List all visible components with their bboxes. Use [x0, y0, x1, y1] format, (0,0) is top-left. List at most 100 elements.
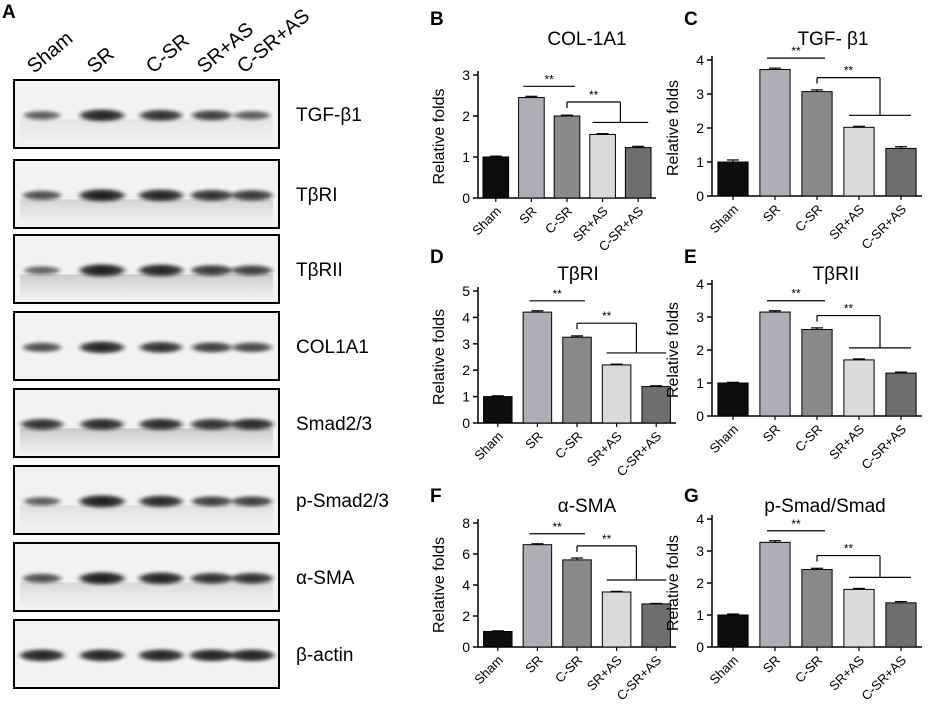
blot-band: [136, 494, 186, 508]
lane-label: SR: [83, 43, 118, 78]
blot-smear: [20, 582, 273, 607]
y-tick-label: 1: [696, 607, 704, 623]
bar: [885, 372, 917, 417]
blot-smear: [20, 119, 273, 144]
bar: [522, 311, 553, 424]
bar: [483, 396, 513, 424]
blot-band: [227, 572, 277, 585]
blot-band: [20, 496, 64, 507]
x-tick-label: SR+AS: [826, 421, 867, 462]
bar: [717, 382, 749, 417]
blot-band: [20, 110, 64, 121]
y-tick-label: 3: [696, 86, 704, 102]
x-tick-label: SR: [522, 653, 545, 676]
panel-letter: G: [684, 486, 699, 507]
x-tick-label: Sham: [471, 653, 506, 688]
blot-band: [136, 341, 186, 354]
blot-band: [76, 571, 128, 586]
blot-row: TβRI: [13, 159, 338, 229]
y-tick-label: 0: [462, 190, 470, 206]
blot-band: [135, 188, 187, 203]
y-tick-label: 4: [462, 309, 470, 325]
bar: [717, 614, 749, 648]
blot-band: [17, 418, 67, 431]
x-tick-label: SR: [760, 422, 783, 445]
significance-label: **: [791, 44, 801, 58]
chart-title: COL-1A1: [547, 29, 626, 50]
bar-chart-c: C TGF- β1 Relative folds 0 1 2 3 4 Sham SR C-SR SR+…: [665, 9, 922, 252]
blot-row-label: TβRII: [296, 260, 343, 281]
y-axis-label: Relative folds: [665, 535, 682, 631]
blot-band: [19, 189, 65, 201]
bar: [562, 559, 592, 648]
blot-band: [76, 340, 128, 355]
blot-band: [229, 341, 275, 354]
blot-band: [187, 418, 237, 431]
y-tick-label: 0: [696, 408, 704, 424]
blot-row-label: p-Smad2/3: [296, 491, 389, 512]
y-axis-label: Relative folds: [431, 537, 448, 633]
blot-band: [228, 495, 276, 508]
bar: [483, 631, 513, 648]
x-tick-label: Sham: [706, 202, 741, 237]
bar: [843, 359, 875, 417]
blot-band: [187, 189, 237, 202]
blot-smear: [20, 505, 273, 530]
blot-band: [188, 341, 236, 354]
significance-label: **: [844, 64, 854, 78]
y-axis-label: Relative folds: [665, 80, 682, 176]
significance-label: **: [791, 517, 801, 531]
blot-band: [21, 265, 63, 276]
significance-label: **: [553, 287, 563, 301]
blot-row-label: β-actin: [296, 645, 353, 666]
y-tick-label: 3: [696, 309, 704, 325]
blot-band: [76, 494, 128, 509]
x-tick-label: Sham: [706, 422, 741, 457]
bar: [553, 115, 581, 199]
significance-label: **: [589, 88, 599, 102]
blot-band: [227, 417, 277, 431]
bar: [843, 126, 875, 197]
blot-smear: [20, 199, 273, 224]
bar: [589, 133, 616, 199]
bar: [759, 69, 791, 197]
bar: [717, 161, 749, 197]
y-tick-label: 6: [462, 546, 470, 562]
y-tick-label: 0: [696, 188, 704, 204]
x-tick-label: C-SR: [542, 204, 575, 237]
blot-band: [135, 571, 187, 586]
blot-smear: [20, 428, 273, 453]
blot-row: COL1A1: [13, 311, 369, 381]
y-tick-label: 4: [462, 577, 470, 593]
bar: [522, 544, 553, 648]
x-tick-label: SR+AS: [826, 201, 867, 242]
blot-band: [76, 263, 128, 278]
x-tick-label: Sham: [471, 429, 506, 464]
blot-row-label: COL1A1: [296, 337, 369, 358]
y-tick-label: 1: [462, 389, 470, 405]
y-tick-label: 2: [462, 362, 470, 378]
blot-band: [188, 495, 236, 508]
significance-label: **: [844, 302, 854, 316]
y-tick-label: 3: [462, 336, 470, 352]
bar: [801, 91, 833, 197]
significance-label: **: [602, 309, 612, 323]
y-tick-label: 5: [462, 283, 470, 299]
x-tick-label: C-SR: [792, 202, 825, 235]
bar: [482, 156, 510, 199]
blot-band: [77, 417, 127, 431]
panel-letter: F: [430, 486, 442, 507]
blot-band: [228, 264, 276, 277]
blot-row: α-SMA: [13, 542, 355, 612]
y-tick-label: 0: [696, 639, 704, 655]
panel-letter: B: [430, 9, 444, 30]
blot-row-label: TGF-β1: [296, 105, 362, 126]
blot-band: [135, 648, 187, 663]
y-tick-label: 1: [462, 149, 470, 165]
